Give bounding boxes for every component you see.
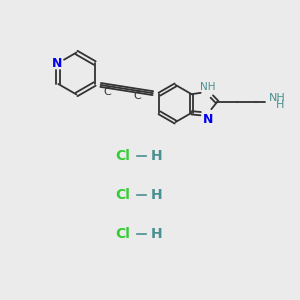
Text: N: N [52,56,62,70]
Text: NH: NH [200,82,216,92]
Text: Cl: Cl [116,188,130,202]
Text: Cl: Cl [116,227,130,241]
Text: Cl: Cl [116,149,130,163]
Text: H: H [151,227,162,241]
Text: C: C [104,86,112,97]
Text: H: H [151,149,162,163]
Text: C: C [134,91,141,101]
Text: H: H [151,188,162,202]
Text: N: N [202,113,213,126]
Text: NH: NH [269,93,286,103]
Text: H: H [276,100,284,110]
